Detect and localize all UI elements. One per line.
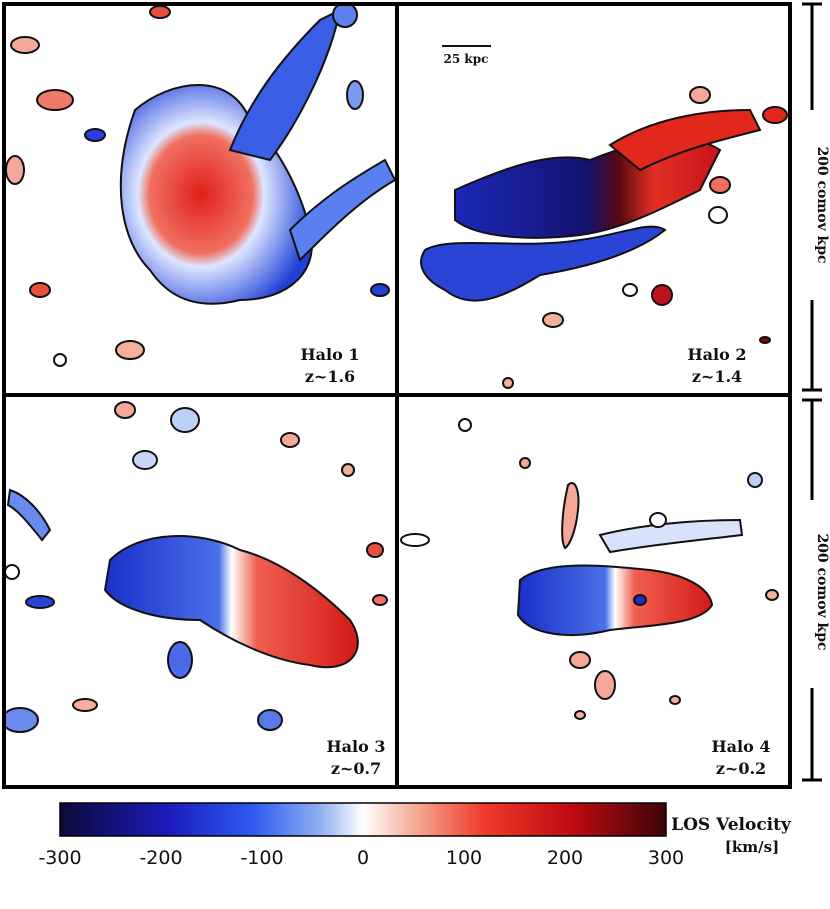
panel-halo-2: 25 kpc <box>420 45 788 389</box>
halo-3-name: Halo 3 <box>327 737 386 756</box>
panel-halo-1 <box>5 5 397 367</box>
halo-4-main-blob <box>516 564 714 636</box>
halo-2-name: Halo 2 <box>688 345 747 364</box>
panel-halo-3 <box>5 401 388 733</box>
colorbar-tick-label: -300 <box>38 847 81 869</box>
colorbar-tick-label: -100 <box>240 847 283 869</box>
halo-4-redshift: z~0.2 <box>716 759 766 778</box>
halo-3-main-blob <box>103 535 359 669</box>
side-label-bottom: 200 comov kpc <box>814 533 830 650</box>
halo-2-arc <box>420 225 667 302</box>
panel-halo-4 <box>400 418 779 720</box>
halo-1-filament <box>288 158 397 262</box>
colorbar-unit: [km/s] <box>725 838 779 856</box>
colorbar-tick-label: 300 <box>648 847 684 869</box>
halo-1-name: Halo 1 <box>301 345 360 364</box>
colorbar-tick-label: 0 <box>357 847 369 869</box>
halo-3-redshift: z~0.7 <box>331 759 381 778</box>
side-bracket-top: 200 comov kpc <box>802 2 830 392</box>
halo-4-filament <box>561 482 580 550</box>
scale-bar-label: 25 kpc <box>444 52 489 66</box>
halo-1-redshift: z~1.6 <box>305 367 355 386</box>
halo-2-redshift: z~1.4 <box>692 367 742 386</box>
colorbar-tick-label: 100 <box>446 847 482 869</box>
halo-2-red-filament <box>608 108 762 172</box>
colorbar-tick-label: -200 <box>139 847 182 869</box>
colorbar <box>59 802 667 837</box>
halo-1-filament <box>228 8 342 162</box>
halo-4-filament <box>598 518 744 554</box>
colorbar-title: LOS Velocity <box>671 815 792 835</box>
halo-3-filament <box>6 488 52 542</box>
colorbar-ticks: -300 -200 -100 0 100 200 300 <box>38 847 684 869</box>
halo-4-name: Halo 4 <box>712 737 771 756</box>
side-label-top: 200 comov kpc <box>814 146 830 263</box>
colorbar-tick-label: 200 <box>547 847 583 869</box>
side-bracket-bottom: 200 comov kpc <box>802 398 830 782</box>
